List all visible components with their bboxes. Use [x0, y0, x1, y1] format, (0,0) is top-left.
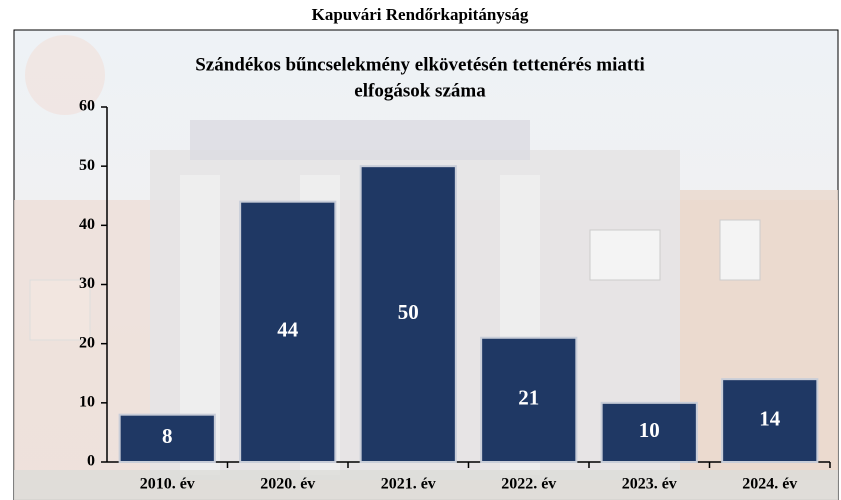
chart-title: Szándékos bűncselekmény elkövetésén tett…: [195, 54, 645, 75]
y-tick-label: 10: [79, 394, 95, 411]
value-label: 14: [759, 406, 781, 430]
y-tick-label: 20: [79, 334, 95, 351]
x-tick-label: 2024. év: [742, 476, 797, 493]
x-tick-label: 2021. év: [381, 476, 436, 493]
y-tick-label: 40: [79, 216, 95, 233]
x-tick-label: 2020. év: [260, 476, 315, 493]
value-label: 8: [162, 424, 173, 448]
y-tick-label: 30: [79, 275, 95, 292]
y-tick-label: 60: [79, 98, 95, 115]
page-title: Kapuvári Rendőrkapitányság: [312, 5, 529, 24]
y-tick-label: 50: [79, 157, 95, 174]
x-tick-label: 2023. év: [622, 476, 677, 493]
value-label: 44: [277, 318, 299, 342]
x-tick-label: 2010. év: [140, 476, 195, 493]
page: Kapuvári Rendőrkapitányság Szándékos bűn…: [0, 0, 841, 500]
y-tick-label: 0: [87, 453, 95, 470]
value-label: 21: [518, 386, 539, 410]
value-label: 10: [639, 418, 660, 442]
chart-title: elfogások száma: [354, 80, 486, 101]
value-label: 50: [398, 300, 419, 324]
x-tick-label: 2022. év: [501, 476, 556, 493]
